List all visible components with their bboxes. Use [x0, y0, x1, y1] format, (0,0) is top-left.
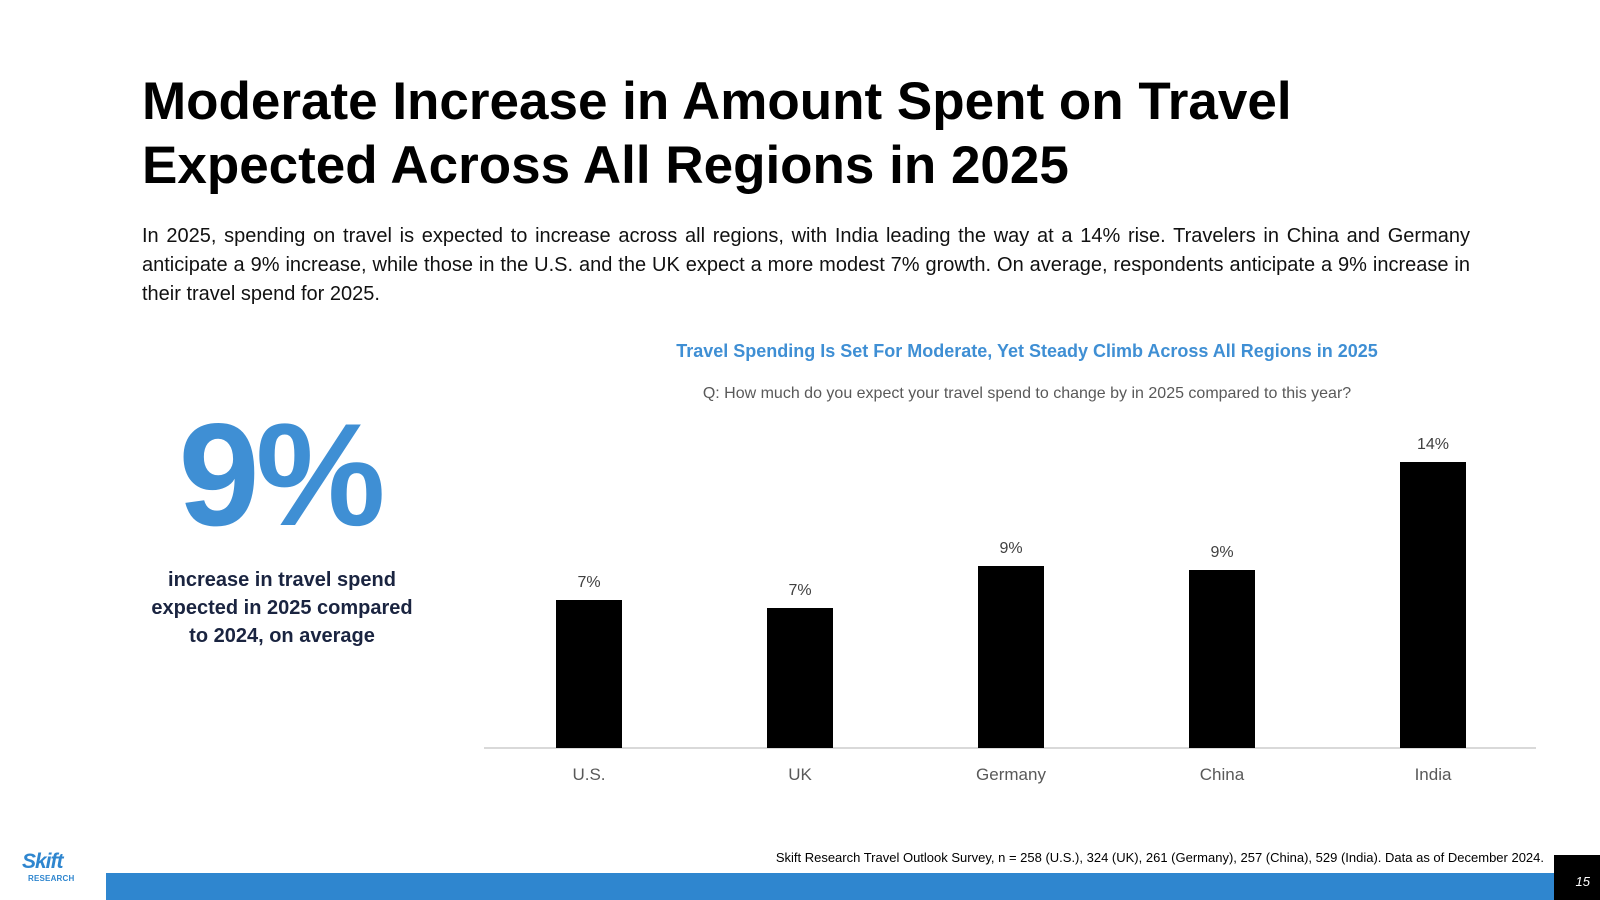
x-tick-label: UK — [788, 765, 812, 784]
bar-us — [556, 600, 622, 748]
summary-paragraph: In 2025, spending on travel is expected … — [142, 225, 1470, 305]
chart-title: Travel Spending Is Set For Moderate, Yet… — [676, 341, 1378, 361]
data-label: 14% — [1417, 436, 1449, 453]
bar-china — [1189, 570, 1255, 748]
bar-germany — [978, 566, 1044, 748]
title-line-2: Expected Across All Regions in 2025 — [142, 136, 1069, 195]
footer-bar — [106, 873, 1554, 900]
data-label: 9% — [999, 540, 1022, 557]
logo-word: Skift — [22, 850, 64, 873]
headline-stat-caption: increase in travel spend expected in 202… — [140, 566, 424, 650]
chart-question: Q: How much do you expect your travel sp… — [702, 385, 1352, 402]
stat-caption-line-1: increase in travel spend — [168, 569, 396, 591]
stat-caption-line-3: to 2024, on average — [189, 625, 375, 647]
x-tick-label: India — [1415, 765, 1452, 784]
skift-research-logo: Skift RESEARCH — [22, 850, 84, 888]
data-label: 7% — [788, 582, 811, 599]
page-number-box: 15 — [1554, 855, 1600, 900]
logo-subtitle: RESEARCH — [28, 874, 75, 883]
title-line-1: Moderate Increase in Amount Spent on Tra… — [142, 72, 1292, 131]
source-note: Skift Research Travel Outlook Survey, n … — [775, 850, 1544, 865]
page-number: 15 — [1575, 874, 1590, 889]
stat-caption-line-2: expected in 2025 compared — [151, 597, 413, 619]
data-label: 7% — [577, 574, 600, 591]
x-tick-label: China — [1200, 765, 1245, 784]
x-tick-label: Germany — [976, 765, 1046, 784]
x-tick-label: U.S. — [572, 765, 605, 784]
bar-uk — [767, 608, 833, 748]
data-label: 9% — [1210, 544, 1233, 561]
bar-india — [1400, 462, 1466, 748]
headline-stat: 9% — [178, 393, 385, 556]
page-title: Moderate Increase in Amount Spent on Tra… — [142, 70, 1462, 198]
